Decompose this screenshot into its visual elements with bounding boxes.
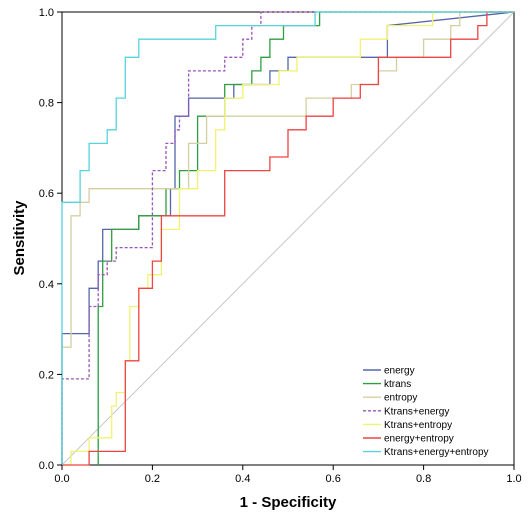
y-tick-label: 0.8 [39, 98, 54, 110]
legend-label: energy [384, 366, 415, 377]
legend-label: ktrans [384, 379, 411, 390]
legend: energy ktrans entropy Ktrans+energy Ktrans+e… [363, 366, 489, 458]
series-line-ktrans-entropy [62, 11, 514, 466]
y-tick-label: 0.0 [39, 460, 54, 472]
series-line-energy-entropy [62, 11, 514, 466]
reference-line-layer [61, 11, 515, 466]
series-line-entropy [61, 11, 514, 465]
x-tick-label: 0.0 [54, 473, 69, 485]
x-tick-label: 0.2 [145, 473, 160, 485]
x-tick-label: 1.0 [506, 473, 521, 485]
reference-diagonal-line [61, 11, 515, 466]
x-tick-label: 0.4 [235, 473, 250, 485]
legend-label: entropy [384, 393, 417, 404]
axis-ticks: 0.0 0.2 0.4 0.6 0.8 1.0 0.0 0.2 0.4 0.6 0.8 1.0 [39, 7, 522, 485]
x-axis-title: 1 - Specificity [240, 494, 337, 511]
legend-label: Ktrans+energy [384, 406, 449, 417]
y-tick-label: 1.0 [39, 7, 54, 19]
series-line-ktrans [97, 11, 514, 465]
y-axis-title: Sensitivity [11, 200, 28, 276]
series-line-ktrans-energy-entropy [61, 11, 514, 465]
legend-label: energy+entropy [384, 434, 454, 445]
x-tick-label: 0.8 [416, 473, 431, 485]
x-tick-label: 0.6 [326, 473, 341, 485]
y-tick-label: 0.4 [39, 279, 54, 291]
y-tick-label: 0.2 [39, 369, 54, 381]
series-layer [61, 11, 515, 466]
series-line-ktrans-energy [61, 11, 514, 465]
y-tick-label: 0.6 [39, 188, 54, 200]
legend-label: Ktrans+entropy [384, 420, 452, 431]
legend-label: Ktrans+energy+entropy [384, 447, 489, 458]
